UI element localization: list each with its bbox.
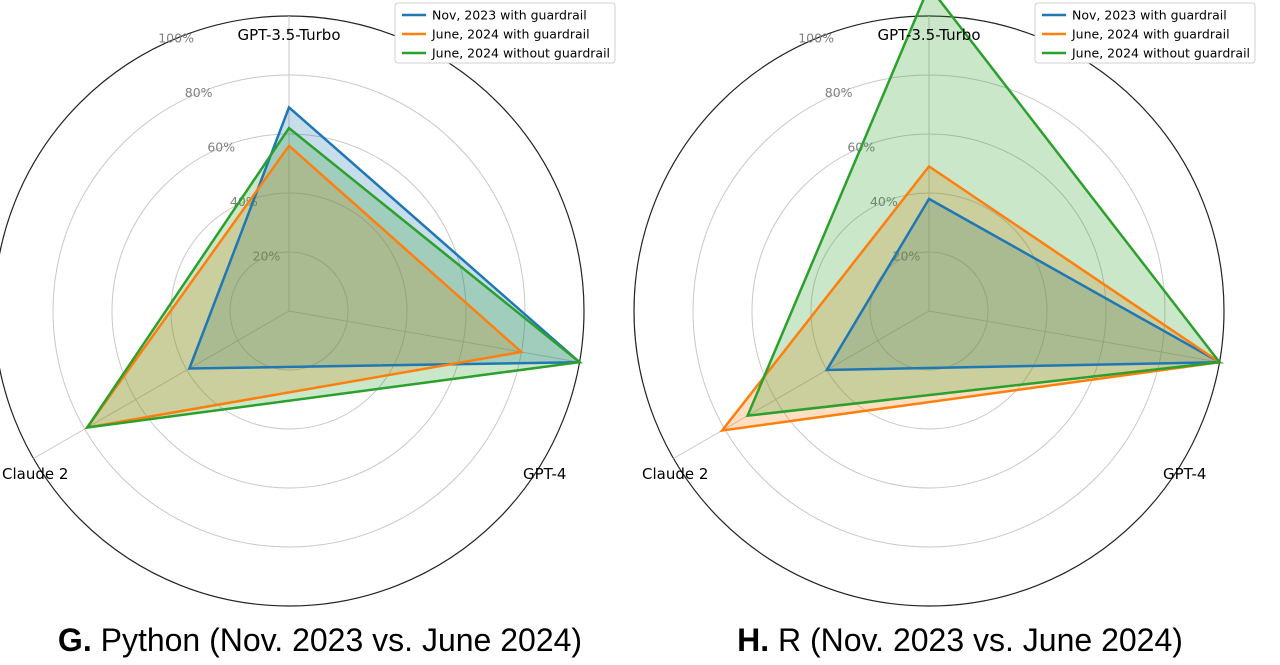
caption-text: Python (Nov. 2023 vs. June 2024)	[100, 622, 583, 658]
category-label: GPT-4	[1163, 465, 1206, 483]
axis-spoke	[928, 310, 1220, 363]
legend-frame	[1034, 2, 1256, 64]
legend-label: June, 2024 with guardrail	[1071, 27, 1230, 42]
radial-tick-label: 40%	[870, 194, 898, 209]
radial-tick-label: 20%	[253, 248, 281, 263]
series-line	[719, 164, 1223, 433]
series-fill	[826, 198, 1220, 370]
radial-tick-label: 80%	[185, 85, 213, 100]
legend-label: June, 2024 without guardrail	[431, 46, 610, 61]
figure-caption-python: G. Python (Nov. 2023 vs. June 2024)	[0, 622, 640, 659]
series-line	[824, 197, 1225, 372]
legend-label: Nov, 2023 with guardrail	[432, 8, 587, 23]
series-fill	[87, 145, 522, 428]
axis-spoke	[33, 310, 290, 459]
category-label: Claude 2	[2, 465, 68, 483]
legend-label: June, 2024 without guardrail	[1071, 46, 1250, 61]
radial-tick-label: 100%	[158, 30, 194, 45]
category-label: Claude 2	[642, 465, 708, 483]
radial-tick-label: 60%	[207, 139, 235, 154]
legend-frame	[394, 2, 616, 64]
figure-caption-r: H. R (Nov. 2023 vs. June 2024)	[640, 622, 1280, 659]
series-line	[84, 143, 525, 430]
radar-chart-python: 20% 40% 60% 80% 100% GPT-3.5-Turbo GPT-4 Claude…	[0, 2, 640, 659]
caption-text: R (Nov. 2023 vs. June 2024)	[777, 622, 1183, 658]
series-fill	[189, 107, 580, 369]
series-line	[84, 126, 583, 430]
caption-letter: G.	[57, 622, 92, 658]
category-label: GPT-3.5-Turbo	[237, 26, 340, 44]
axis-spoke	[288, 310, 580, 363]
radial-tick-label: 80%	[825, 85, 853, 100]
legend: Nov, 2023 with guardrail June, 2024 with …	[394, 2, 616, 64]
series-fill	[87, 128, 580, 428]
legend-label: Nov, 2023 with guardrail	[1072, 8, 1227, 23]
category-label: GPT-4	[523, 465, 566, 483]
caption-letter: H.	[737, 622, 770, 658]
radar-plot-r: 20%40%60%80%100% GPT-3.5-TurboGPT-4Claude…	[633, 0, 1256, 607]
series-line	[745, 0, 1222, 418]
radial-tick-label: 100%	[798, 30, 834, 45]
radar-plot-python: 20%40%60%80%100% GPT-3.5-TurboGPT-4Claude…	[0, 2, 616, 607]
radial-tick-label: 20%	[893, 248, 921, 263]
legend: Nov, 2023 with guardrail June, 2024 with …	[1034, 2, 1256, 64]
series-line	[187, 105, 583, 370]
axis-spoke	[673, 310, 930, 459]
radar-chart-r: 20% 40% 60% 80% 100% GPT-3.5-Turbo GPT-4 Claude…	[633, 0, 1280, 665]
category-label: GPT-3.5-Turbo	[877, 26, 980, 44]
legend-label: June, 2024 with guardrail	[431, 27, 590, 42]
series-fill	[747, 0, 1220, 416]
